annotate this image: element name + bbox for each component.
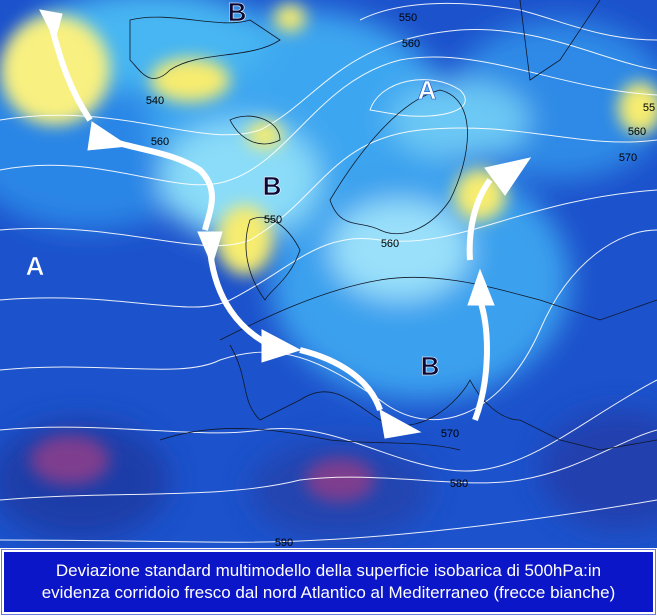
pressure-center: B: [228, 0, 247, 27]
high-deviation: [0, 4, 657, 502]
weather-map: B A B A B 550 560 540 560 550 560 570 580 590 55 560 570: [0, 0, 657, 548]
isobar-label: 550: [264, 214, 282, 226]
caption-line: Deviazione standard multimodello della s…: [55, 561, 602, 580]
isobar-label: 540: [146, 95, 164, 107]
isobar-label: 570: [619, 152, 637, 164]
coastlines: [129, 0, 657, 451]
pressure-center: B: [421, 351, 440, 381]
pressure-center: A: [26, 251, 45, 281]
pressure-center: B: [263, 171, 282, 201]
isobar-label: 570: [441, 428, 459, 440]
isobars: [0, 2, 657, 543]
caption: Deviazione standard multimodello della s…: [1, 549, 656, 615]
caption-line: evidenza corridoio fresco dal nord Atlan…: [41, 583, 616, 602]
isobar-label: 560: [151, 136, 169, 148]
isobar-label: 550: [399, 12, 417, 24]
isobar-label: 590: [275, 537, 293, 548]
isobar-label: 560: [628, 126, 646, 138]
labels: B A B A B 550 560 540 560 550 560 570 580 590 55 560 570: [25, 0, 655, 548]
isobar-label: 55: [643, 102, 655, 114]
flow-arrows: [39, 9, 532, 439]
isobar-label: 580: [450, 478, 468, 490]
isobar-label: 560: [402, 38, 420, 50]
isobar-label: 560: [381, 238, 399, 250]
pressure-center: A: [418, 75, 437, 105]
